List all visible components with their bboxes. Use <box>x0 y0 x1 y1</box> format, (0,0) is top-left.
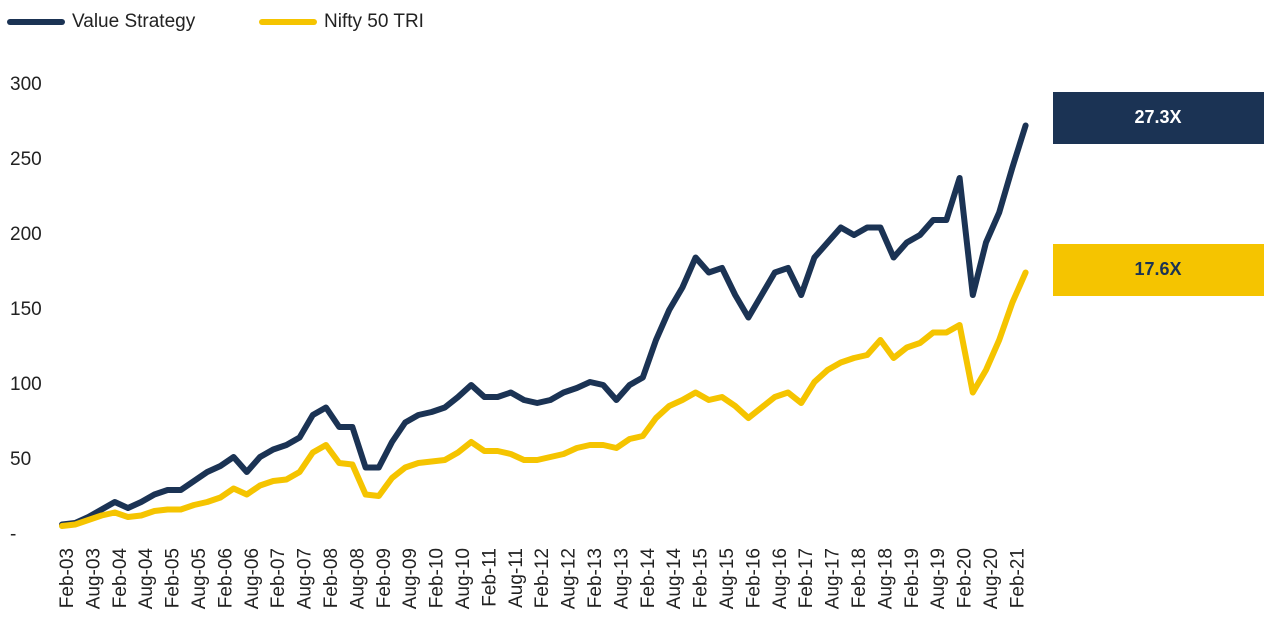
x-tick-label: Aug-16 <box>770 548 791 609</box>
series-line <box>59 269 1029 529</box>
x-tick-label: Aug-10 <box>453 548 474 609</box>
x-tick-label: Feb-16 <box>743 548 764 608</box>
x-tick-label: Feb-06 <box>215 548 236 608</box>
series-line <box>59 122 1029 528</box>
annotation-box <box>1053 92 1264 144</box>
x-tick-label: Feb-13 <box>585 548 606 608</box>
x-tick-label: Feb-17 <box>796 548 817 608</box>
legend-label: Nifty 50 TRI <box>324 11 424 32</box>
x-tick-label: Feb-04 <box>110 548 131 609</box>
x-tick-label: Aug-11 <box>506 548 527 608</box>
y-tick-label: 100 <box>10 374 42 395</box>
x-tick-label: Aug-15 <box>717 548 738 609</box>
x-tick-label: Feb-18 <box>849 548 870 608</box>
x-tick-label: Aug-12 <box>559 548 580 609</box>
y-tick-label: 150 <box>10 299 42 320</box>
x-tick-label: Feb-11 <box>479 548 500 607</box>
y-tick-label: 250 <box>10 149 42 170</box>
x-tick-label: Feb-12 <box>532 548 553 608</box>
x-tick-label: Aug-06 <box>242 548 263 609</box>
annotation-text: 27.3X <box>1134 107 1181 127</box>
x-tick-label: Feb-09 <box>374 548 395 608</box>
x-tick-label: Feb-19 <box>902 548 923 608</box>
x-tick-label: Aug-14 <box>664 548 685 610</box>
x-tick-label: Feb-15 <box>691 548 712 608</box>
y-tick-label: - <box>10 524 16 545</box>
y-tick-label: 300 <box>10 74 42 95</box>
x-tick-label: Feb-14 <box>638 548 659 609</box>
x-tick-label: Aug-09 <box>400 548 421 609</box>
annotation-box <box>1053 244 1264 296</box>
x-tick-label: Feb-05 <box>163 548 184 608</box>
x-tick-label: Feb-08 <box>321 548 342 608</box>
y-tick-label: 200 <box>10 224 42 245</box>
x-tick-label: Feb-07 <box>268 548 289 608</box>
x-tick-label: Aug-18 <box>875 548 896 609</box>
x-tick-label: Aug-05 <box>189 548 210 609</box>
x-tick-label: Aug-13 <box>611 548 632 609</box>
annotation-text: 17.6X <box>1134 259 1181 279</box>
x-tick-label: Aug-03 <box>83 548 104 609</box>
legend-label: Value Strategy <box>72 11 196 32</box>
x-tick-label: Feb-10 <box>427 548 448 608</box>
x-tick-label: Aug-04 <box>136 548 157 610</box>
x-tick-label: Feb-21 <box>1007 548 1028 608</box>
x-tick-label: Aug-19 <box>928 548 949 609</box>
x-tick-label: Aug-08 <box>347 548 368 609</box>
x-tick-label: Aug-20 <box>981 548 1002 609</box>
x-tick-label: Aug-17 <box>823 548 844 609</box>
x-tick-label: Feb-20 <box>955 548 976 608</box>
x-tick-label: Aug-07 <box>295 548 316 609</box>
x-tick-label: Feb-03 <box>57 548 78 608</box>
y-tick-label: 50 <box>10 449 31 470</box>
